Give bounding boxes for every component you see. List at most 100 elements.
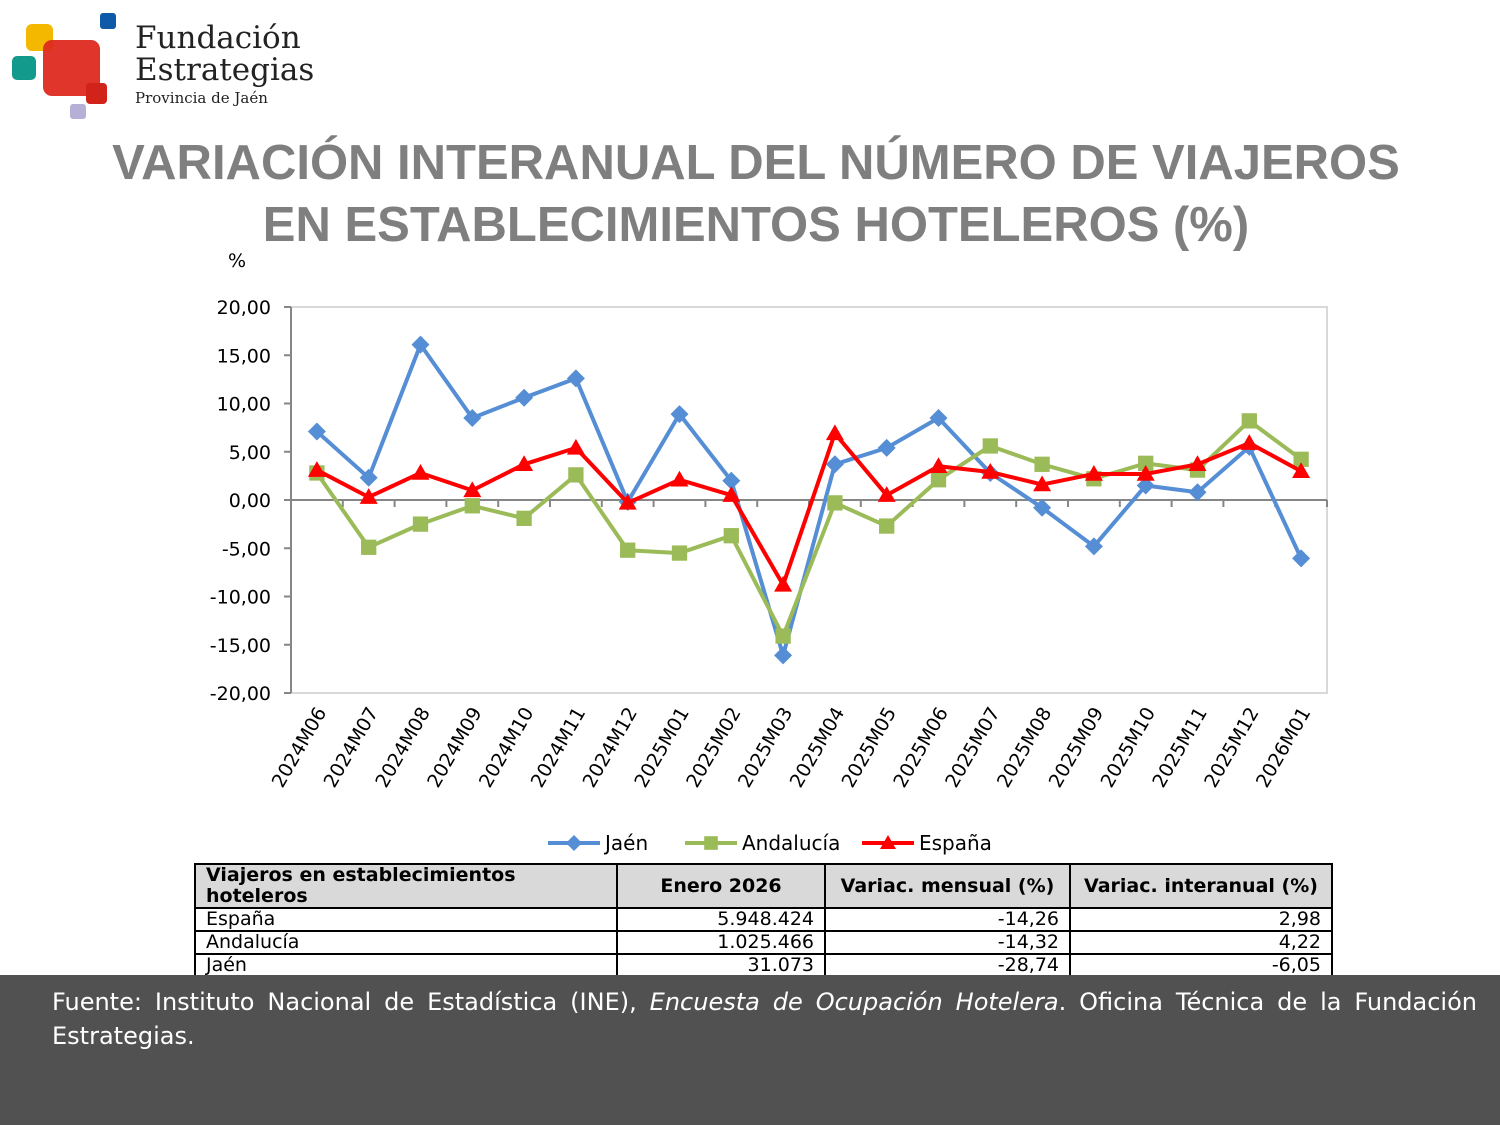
- y-tick-label: 20,00: [217, 297, 271, 319]
- triangle-marker: [981, 463, 1000, 479]
- diamond-marker: [825, 455, 844, 474]
- line-chart: % 20,00 15,00 10,00 5,00 0,00 -5,00 -10,00 -15,0…: [210, 250, 1328, 855]
- logo-line3: Provincia de Jaén: [135, 89, 268, 107]
- triangle-marker: [463, 481, 482, 498]
- triangle-marker: [307, 461, 326, 477]
- header-cell: Viajeros en establecimientos hoteleros: [194, 863, 618, 909]
- triangle-marker: [515, 455, 534, 472]
- cell: -6,05: [1069, 953, 1333, 978]
- cell: 31.073: [616, 953, 826, 978]
- diamond-marker: [1136, 476, 1155, 495]
- logo: Fundación Estrategias Provincia de Jaén: [0, 0, 320, 125]
- cell: Jaén: [194, 953, 618, 978]
- logo-mark: [12, 13, 116, 119]
- triangle-marker: [1240, 434, 1259, 450]
- y-tick-label: -20,00: [210, 683, 271, 705]
- diamond-marker: [929, 408, 948, 427]
- square-marker: [1241, 413, 1257, 429]
- diamond-marker: [1292, 549, 1311, 568]
- series-line-España: [315, 431, 1303, 587]
- triangle-marker: [618, 493, 637, 510]
- square-marker: [568, 467, 584, 483]
- triangle-marker: [774, 575, 793, 592]
- y-tick-label: -5,00: [222, 538, 271, 560]
- y-tick-label: 0,00: [229, 490, 271, 512]
- cell: Andalucía: [194, 930, 618, 955]
- series-line-Jaén: [315, 342, 1303, 658]
- legend-label: Andalucía: [742, 831, 840, 855]
- triangle-marker: [929, 457, 948, 473]
- y-tick-label: -10,00: [210, 587, 271, 609]
- square-marker: [879, 518, 895, 534]
- diamond-marker: [722, 471, 741, 490]
- square-marker: [704, 836, 718, 850]
- diamond-marker: [359, 468, 378, 487]
- source-suffix: . Oficina Técnica de la Fundación Estrat…: [52, 988, 1477, 1050]
- cell: 2,98: [1069, 907, 1333, 932]
- square-marker: [516, 510, 532, 526]
- square-marker: [930, 472, 947, 488]
- source-prefix: Fuente: Instituto Nacional de Estadístic…: [52, 988, 650, 1016]
- square-marker: [827, 495, 843, 511]
- title-line1: VARIACIÓN INTERANUAL DEL NÚMERO DE VIAJE…: [112, 136, 1400, 190]
- triangle-marker: [1084, 464, 1103, 481]
- triangle-marker: [359, 488, 378, 504]
- triangle-marker: [722, 486, 741, 502]
- diamond-marker: [566, 835, 582, 851]
- triangle-marker: [1033, 475, 1052, 492]
- triangle-marker: [670, 470, 689, 487]
- diamond-marker: [877, 438, 896, 457]
- square-marker: [723, 528, 739, 544]
- square-marker: [775, 628, 791, 644]
- diamond-marker: [1033, 498, 1052, 517]
- triangle-marker: [1188, 455, 1207, 472]
- square-marker: [982, 438, 998, 454]
- diamond-marker: [1084, 537, 1103, 556]
- square-marker: [1138, 455, 1154, 471]
- y-tick-label: -15,00: [210, 635, 271, 657]
- square-marker: [361, 539, 377, 555]
- data-table: Viajeros en establecimientos hoteleros E…: [194, 863, 1333, 978]
- legend-label: España: [919, 831, 992, 855]
- square-marker: [412, 516, 429, 532]
- diamond-marker: [1188, 483, 1207, 502]
- square-marker: [620, 542, 636, 558]
- triangle-marker: [825, 424, 844, 441]
- cell: -28,74: [824, 953, 1071, 978]
- page-title: VARIACIÓN INTERANUAL DEL NÚMERO DE VIAJE…: [0, 132, 1500, 256]
- triangle-marker: [880, 835, 896, 849]
- diamond-marker: [566, 369, 585, 388]
- table-row: España 5.948.424 -14,26 2,98: [194, 907, 1333, 932]
- table-header-row: Viajeros en establecimientos hoteleros E…: [194, 863, 1333, 909]
- cell: 4,22: [1069, 930, 1333, 955]
- triangle-marker: [411, 463, 430, 480]
- table-row: Jaén 31.073 -28,74 -6,05: [194, 953, 1333, 978]
- triangle-marker: [877, 486, 896, 502]
- cell: 5.948.424: [616, 907, 826, 932]
- cell: -14,32: [824, 930, 1071, 955]
- cell: España: [194, 907, 618, 932]
- logo-line1: Fundación: [135, 20, 301, 56]
- table-row: Andalucía 1.025.466 -14,32 4,22: [194, 930, 1333, 955]
- triangle-marker: [566, 438, 585, 455]
- cell: -14,26: [824, 907, 1071, 932]
- header-cell: Enero 2026: [616, 863, 826, 909]
- y-tick-label: 10,00: [217, 394, 271, 416]
- square-marker: [1034, 456, 1050, 472]
- diamond-marker: [774, 646, 793, 665]
- square-marker: [464, 498, 480, 514]
- diamond-marker: [307, 422, 326, 441]
- square-marker: [1293, 451, 1309, 467]
- y-tick-label: 5,00: [229, 442, 271, 464]
- logo-line2: Estrategias: [135, 52, 315, 88]
- header-cell: Variac. mensual (%): [824, 863, 1071, 909]
- triangle-marker: [1136, 464, 1155, 481]
- header-cell: Variac. interanual (%): [1069, 863, 1333, 909]
- series-line-Andalucía: [315, 418, 1303, 639]
- cell: 1.025.466: [616, 930, 826, 955]
- y-axis-label: %: [228, 250, 246, 272]
- source-title: Encuesta de Ocupación Hotelera: [649, 988, 1059, 1016]
- diamond-marker: [670, 405, 689, 424]
- diamond-marker: [411, 335, 430, 354]
- title-line2: EN ESTABLECIMIENTOS HOTELEROS (%): [262, 198, 1250, 252]
